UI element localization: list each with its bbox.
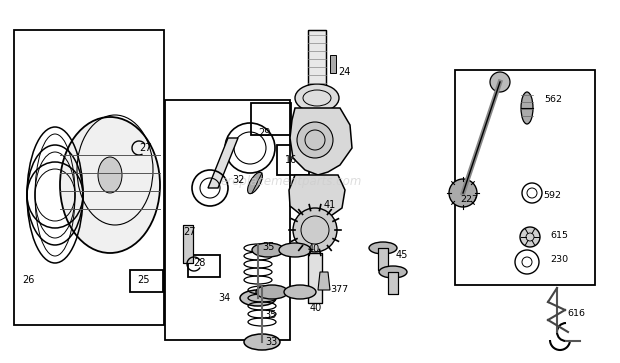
Text: ereplacementparts.com: ereplacementparts.com	[221, 175, 362, 188]
Bar	[330, 55, 336, 73]
Ellipse shape	[256, 285, 288, 299]
Text: 377: 377	[330, 285, 348, 294]
Text: 592: 592	[543, 191, 561, 200]
Ellipse shape	[252, 243, 284, 257]
Text: 562: 562	[544, 95, 562, 105]
Bar	[308, 253, 322, 303]
Circle shape	[297, 122, 333, 158]
Ellipse shape	[60, 117, 160, 253]
Text: 35: 35	[264, 310, 277, 320]
Text: 27: 27	[139, 143, 151, 153]
Ellipse shape	[284, 285, 316, 299]
Circle shape	[293, 208, 337, 252]
Ellipse shape	[369, 242, 397, 254]
Text: 227: 227	[460, 196, 478, 204]
Ellipse shape	[247, 172, 262, 194]
Bar	[165, 100, 290, 340]
Bar	[378, 248, 388, 270]
Text: 40: 40	[310, 303, 322, 313]
Bar	[251, 103, 291, 135]
Text: 33: 33	[265, 337, 277, 347]
Bar	[183, 225, 193, 263]
Text: 230: 230	[550, 256, 568, 265]
Text: 616: 616	[567, 309, 585, 318]
Bar	[183, 225, 193, 263]
Ellipse shape	[240, 290, 276, 306]
Polygon shape	[208, 138, 238, 188]
Bar	[455, 70, 595, 285]
Bar	[308, 30, 326, 95]
Bar	[14, 30, 164, 325]
Bar	[130, 270, 163, 292]
Text: 27: 27	[183, 227, 195, 237]
Text: 26: 26	[22, 275, 34, 285]
Text: 24: 24	[338, 67, 350, 77]
Text: 41: 41	[324, 200, 336, 210]
Ellipse shape	[379, 266, 407, 278]
Ellipse shape	[279, 243, 311, 257]
Bar	[277, 145, 309, 175]
Bar	[308, 253, 322, 303]
Circle shape	[490, 72, 510, 92]
Polygon shape	[290, 108, 352, 175]
Text: 35: 35	[262, 242, 275, 252]
Text: 16: 16	[285, 155, 297, 165]
Circle shape	[520, 227, 540, 247]
Ellipse shape	[295, 84, 339, 112]
Bar	[388, 272, 398, 294]
Text: 615: 615	[550, 231, 568, 240]
Polygon shape	[289, 175, 345, 220]
Ellipse shape	[521, 92, 533, 124]
Bar	[188, 255, 220, 277]
Polygon shape	[318, 272, 330, 290]
Ellipse shape	[98, 157, 122, 193]
Text: 28: 28	[193, 258, 205, 268]
Text: 32: 32	[232, 175, 244, 185]
Text: 34: 34	[218, 293, 230, 303]
Text: 40: 40	[308, 244, 321, 254]
Ellipse shape	[244, 334, 280, 350]
Bar	[308, 30, 326, 95]
Bar	[378, 248, 388, 270]
Bar	[388, 272, 398, 294]
Text: 25: 25	[137, 275, 149, 285]
Text: 45: 45	[396, 250, 409, 260]
Circle shape	[449, 179, 477, 207]
Text: 29: 29	[258, 128, 270, 138]
